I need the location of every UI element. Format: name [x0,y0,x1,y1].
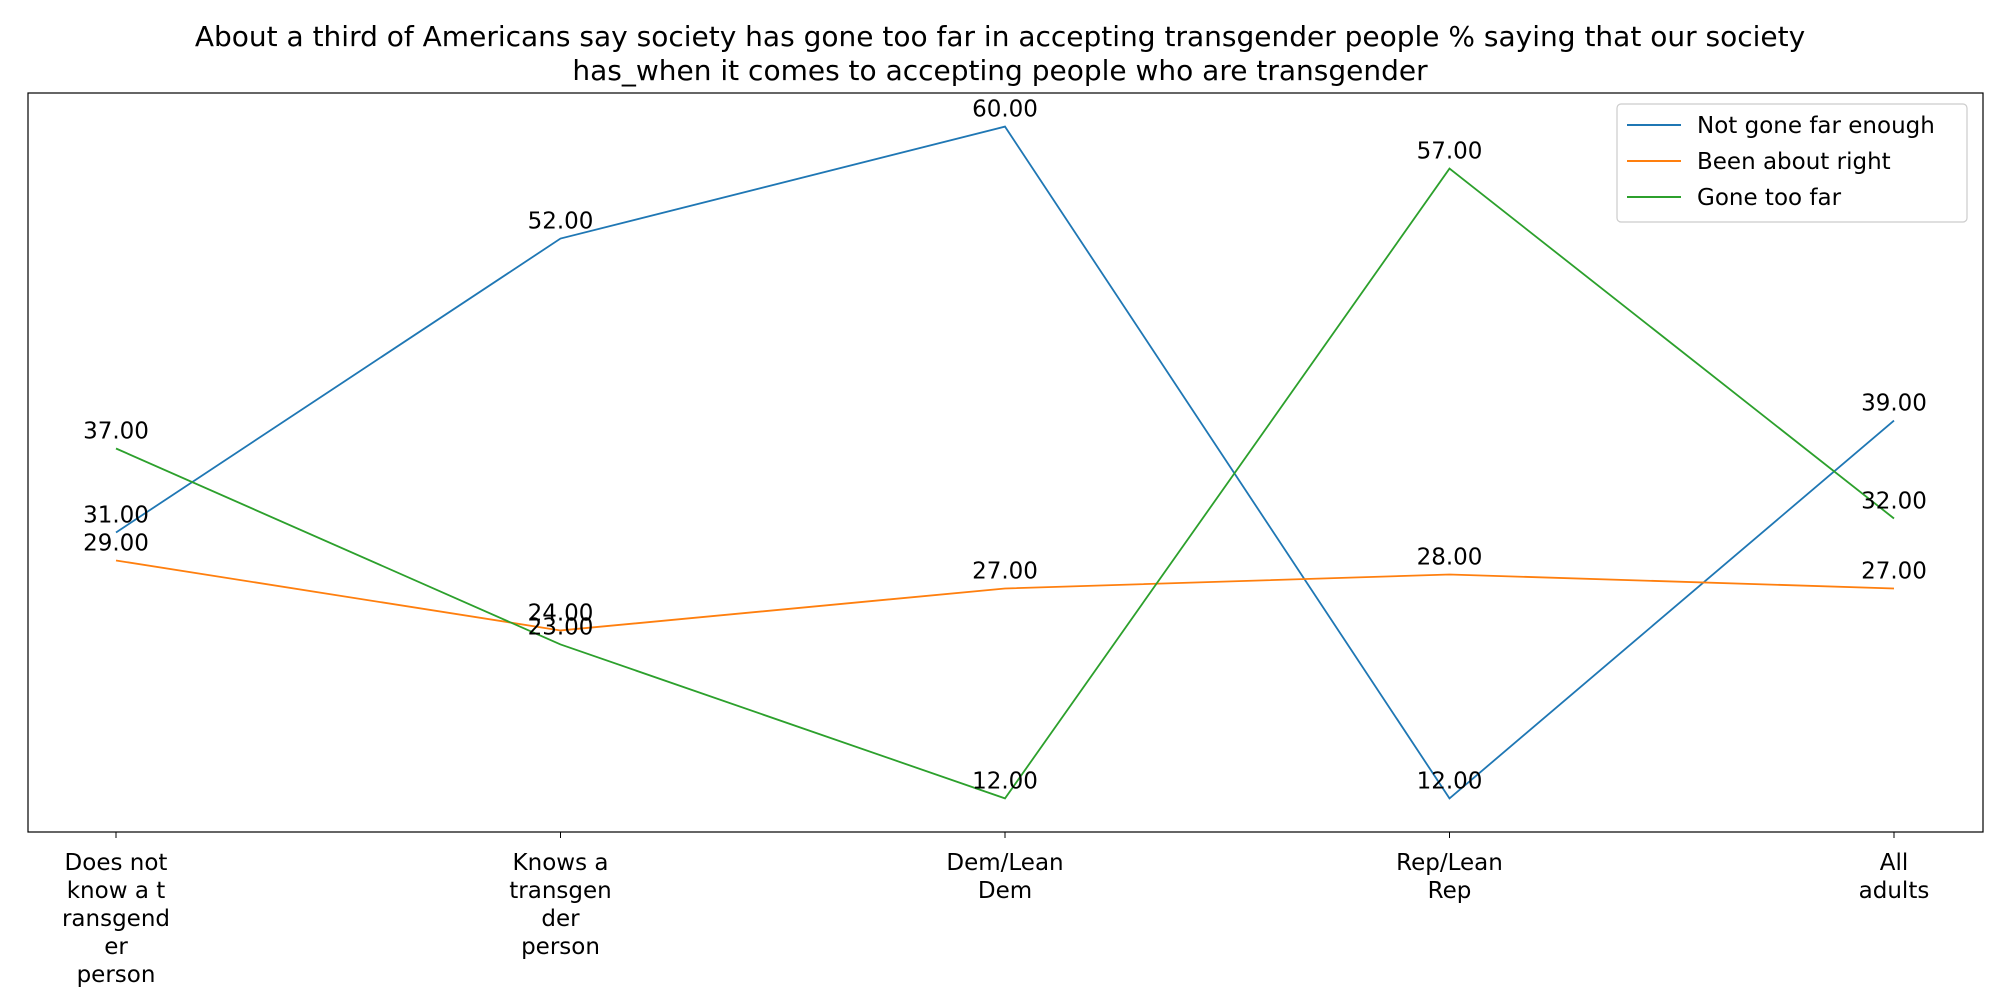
x-tick-label: er [104,934,128,960]
legend-box [1616,103,1968,223]
data-label: 31.00 [83,502,149,528]
x-tick-label: person [77,962,156,988]
x-tick-label: ransgend [62,906,170,932]
chart-title-line-2: has_when it comes to accepting people wh… [572,54,1428,87]
data-label: 27.00 [1861,558,1927,584]
x-tick-label: Dem [978,878,1032,904]
series-layer [115,125,1895,800]
x-tick-label: Rep [1428,878,1472,904]
data-label: 28.00 [1417,544,1483,570]
data-label: 39.00 [1861,391,1927,417]
series-line [115,559,1895,632]
legend-label: Been about right [1697,149,1891,175]
x-tick-label: Dem/Lean [946,850,1063,876]
x-tick-label: Knows a [513,850,609,876]
chart-title-line-1: About a third of Americans say society h… [194,20,1806,53]
data-label: 12.00 [1417,768,1483,794]
x-tick-label: person [521,934,600,960]
data-label: 37.00 [83,419,149,445]
legend-label: Gone too far [1697,185,1842,211]
x-tick-label: Does not [65,850,168,876]
x-tick-label: transgen [509,878,611,904]
data-label: 24.00 [528,600,594,626]
legend: Not gone far enough Been about right Gone … [1616,103,1968,223]
data-label: 27.00 [972,558,1038,584]
x-tick-label: All [1880,850,1909,876]
data-label: 52.00 [528,209,594,235]
x-tick-label: know a t [67,878,166,904]
data-label-layer: 31.00 52.00 60.00 12.00 39.00 29.00 24.00 27.00… [83,97,1927,795]
chart-title: About a third of Americans say society h… [0,20,2000,88]
data-label: 29.00 [83,530,149,556]
x-tick-label: adults [1859,878,1930,904]
data-label: 60.00 [972,97,1038,123]
data-label: 12.00 [972,768,1038,794]
data-label: 23.00 [528,614,594,640]
series-line [115,125,1895,800]
legend-label: Not gone far enough [1697,113,1935,139]
series-line [115,167,1895,800]
data-label: 57.00 [1417,139,1483,165]
x-tick-label: Rep/Lean [1396,850,1503,876]
x-tick-label: der [541,906,580,932]
data-label: 32.00 [1861,488,1927,514]
